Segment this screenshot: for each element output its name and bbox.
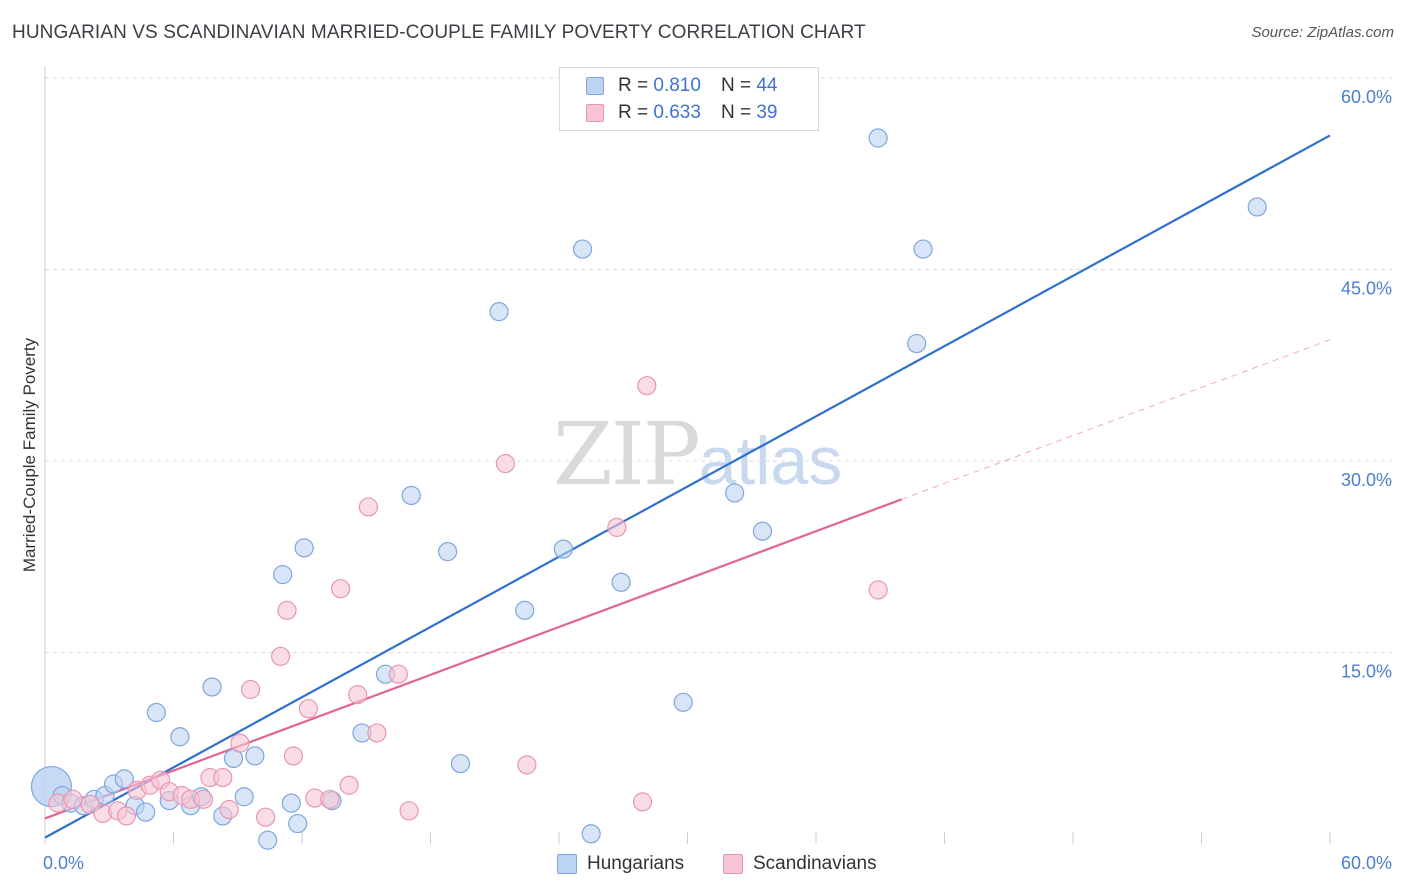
scandinavian-point (255, 807, 276, 827)
hungarian-point (258, 830, 278, 850)
chart-title: HUNGARIAN VS SCANDINAVIAN MARRIED-COUPLE… (12, 22, 866, 43)
label-layer: 15.0% 30.0% 45.0% 60.0% 0.0% 60.0% Married-Cou… (20, 87, 1392, 873)
hungarian-point (572, 239, 593, 259)
hungarian-point (450, 753, 471, 774)
watermark: ZIPatlas (553, 405, 842, 505)
correlation-legend: R = 0.810 N = 44 R = 0.633 N = 39 (559, 67, 819, 131)
scandinavian-point (637, 376, 657, 396)
scandinavian-point (320, 789, 340, 809)
hungarian-trend-line (44, 134, 1331, 839)
scandinavian-trend-extension (901, 339, 1331, 500)
scandinavian-point (868, 580, 888, 600)
legend-r-value-scandinavians: 0.633 (653, 102, 701, 123)
hungarian-point (725, 483, 745, 503)
y-tick-label: 45.0% (1341, 279, 1392, 299)
hungarian-point (868, 128, 888, 148)
legend-r-label: R = (618, 102, 649, 123)
hungarian-point (401, 485, 421, 506)
legend-row-hungarians: R = 0.810 N = 44 (586, 73, 777, 99)
bottom-legend-label-hungarians: Hungarians (587, 853, 685, 874)
hungarian-point (673, 692, 693, 712)
hungarian-point (136, 802, 156, 822)
scandinavian-point (399, 801, 419, 821)
y-tick-label: 60.0% (1341, 87, 1392, 107)
scandinavian-point (339, 775, 359, 795)
bottom-legend-scandinavians: Scandinavians (723, 852, 877, 876)
y-tick-label: 15.0% (1341, 662, 1392, 682)
points-layer (30, 128, 1267, 850)
legend-swatch-scandinavians (586, 104, 604, 122)
scandinavian-point (358, 497, 378, 517)
bottom-legend-swatch-scandinavians (723, 854, 743, 874)
hungarian-point (913, 239, 933, 259)
scandinavian-point (213, 768, 233, 788)
watermark-zip: ZIP (553, 405, 701, 505)
scandinavian-point (241, 679, 261, 700)
bottom-legend-hungarians: Hungarians (557, 852, 684, 876)
hungarian-point (438, 542, 458, 562)
legend-r-label: R = (618, 75, 649, 96)
scandinavian-trend-line (44, 498, 903, 820)
scandinavian-point (388, 664, 408, 684)
hungarian-point (146, 702, 166, 723)
hungarian-point (294, 538, 314, 558)
legend-swatch-hungarians (586, 77, 604, 95)
scandinavian-point (330, 579, 351, 599)
hungarian-point (907, 333, 927, 354)
scandinavian-point (298, 699, 319, 719)
scandinavian-point (607, 517, 627, 537)
scandinavian-point (219, 799, 239, 820)
hungarian-point (489, 302, 509, 322)
legend-n-label: N = (720, 75, 752, 96)
x-tick-label: 0.0% (43, 853, 84, 873)
hungarian-point (202, 677, 222, 697)
y-tick-label: 30.0% (1341, 470, 1392, 490)
scandinavian-point (277, 600, 297, 620)
hungarian-point (170, 727, 190, 747)
scandinavian-point (283, 746, 304, 766)
scandinavian-point (193, 789, 214, 809)
scandinavian-point (230, 733, 250, 753)
hungarian-point (1247, 197, 1267, 217)
hungarian-point (288, 813, 308, 834)
hungarian-point (752, 521, 773, 541)
scandinavian-point (348, 685, 368, 705)
hungarian-point (611, 572, 631, 592)
y-axis-title: Married-Couple Family Poverty (20, 337, 39, 572)
legend-n-value-hungarians: 44 (756, 75, 778, 96)
trend-layer (44, 134, 1331, 839)
source-credit: Source: ZipAtlas.com (1251, 24, 1394, 41)
hungarian-point (234, 787, 254, 807)
scandinavian-point (495, 453, 516, 474)
hungarian-point (553, 539, 573, 559)
x-tick-label: 60.0% (1341, 853, 1392, 873)
legend-r-value-hungarians: 0.810 (653, 75, 701, 96)
hungarian-point (281, 793, 301, 813)
axis-layer (44, 66, 1331, 844)
legend-row-scandinavians: R = 0.633 N = 39 (586, 100, 777, 126)
hungarian-point (515, 600, 535, 620)
scandinavian-point (367, 723, 387, 743)
bottom-legend-swatch-hungarians (557, 854, 577, 874)
legend-n-label: N = (720, 102, 752, 123)
hungarian-point (581, 824, 601, 844)
watermark-atlas: atlas (698, 423, 843, 499)
bottom-legend-label-scandinavians: Scandinavians (753, 853, 877, 874)
scandinavian-point (116, 806, 136, 826)
scandinavian-point (270, 646, 291, 666)
hungarian-point (114, 769, 134, 789)
hungarian-point (273, 565, 293, 585)
scandinavian-point (632, 792, 653, 812)
legend-n-value-scandinavians: 39 (756, 102, 778, 123)
scandinavian-point (517, 755, 537, 775)
hungarian-point (245, 746, 265, 766)
grid-layer (45, 77, 1392, 653)
scandinavian-point (63, 789, 83, 809)
